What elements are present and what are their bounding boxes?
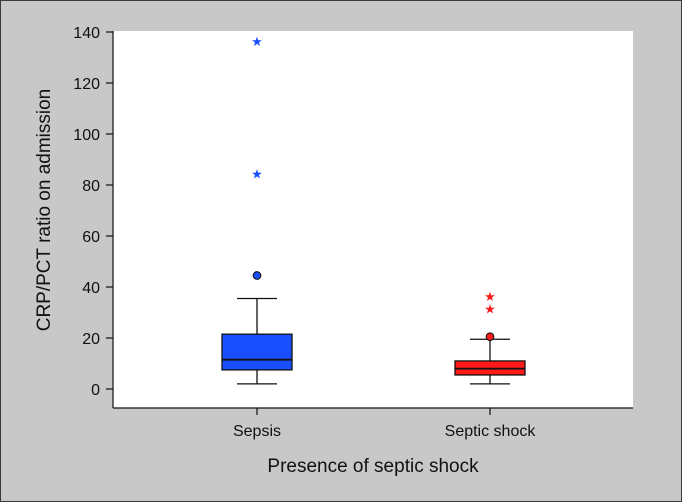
- y-tick-label: 20: [82, 331, 100, 348]
- x-axis-title: Presence of septic shock: [267, 456, 479, 477]
- plot-area: [113, 31, 633, 408]
- x-tick-label: Septic shock: [445, 423, 537, 440]
- x-axis-ticks: Sepsis Septic shock: [233, 408, 536, 440]
- y-tick-label: 120: [73, 76, 100, 93]
- outlier-star: ★: [484, 302, 496, 317]
- box-group-sepsis: ★★: [221, 34, 293, 385]
- outlier-star: ★: [251, 167, 263, 182]
- y-tick-label: 0: [91, 382, 100, 399]
- y-tick-label: 40: [82, 280, 100, 297]
- box-series: ★★★★: [221, 34, 526, 385]
- outlier-circle: [252, 271, 262, 280]
- box-iqr: [221, 333, 293, 371]
- outlier-star: ★: [484, 289, 496, 304]
- y-tick-label: 140: [73, 25, 100, 42]
- outlier-star: ★: [251, 34, 263, 49]
- y-axis-ticks: 0 20 40 60 80 100 120 140: [73, 25, 113, 399]
- outlier-circle: [485, 332, 495, 342]
- box-group-septic-shock: ★★: [454, 289, 526, 385]
- y-axis-title: CRP/PCT ratio on admission: [34, 89, 55, 332]
- y-tick-label: 80: [82, 178, 100, 195]
- y-tick-label: 60: [82, 229, 100, 246]
- x-tick-label: Sepsis: [233, 423, 281, 440]
- y-tick-label: 100: [73, 127, 100, 144]
